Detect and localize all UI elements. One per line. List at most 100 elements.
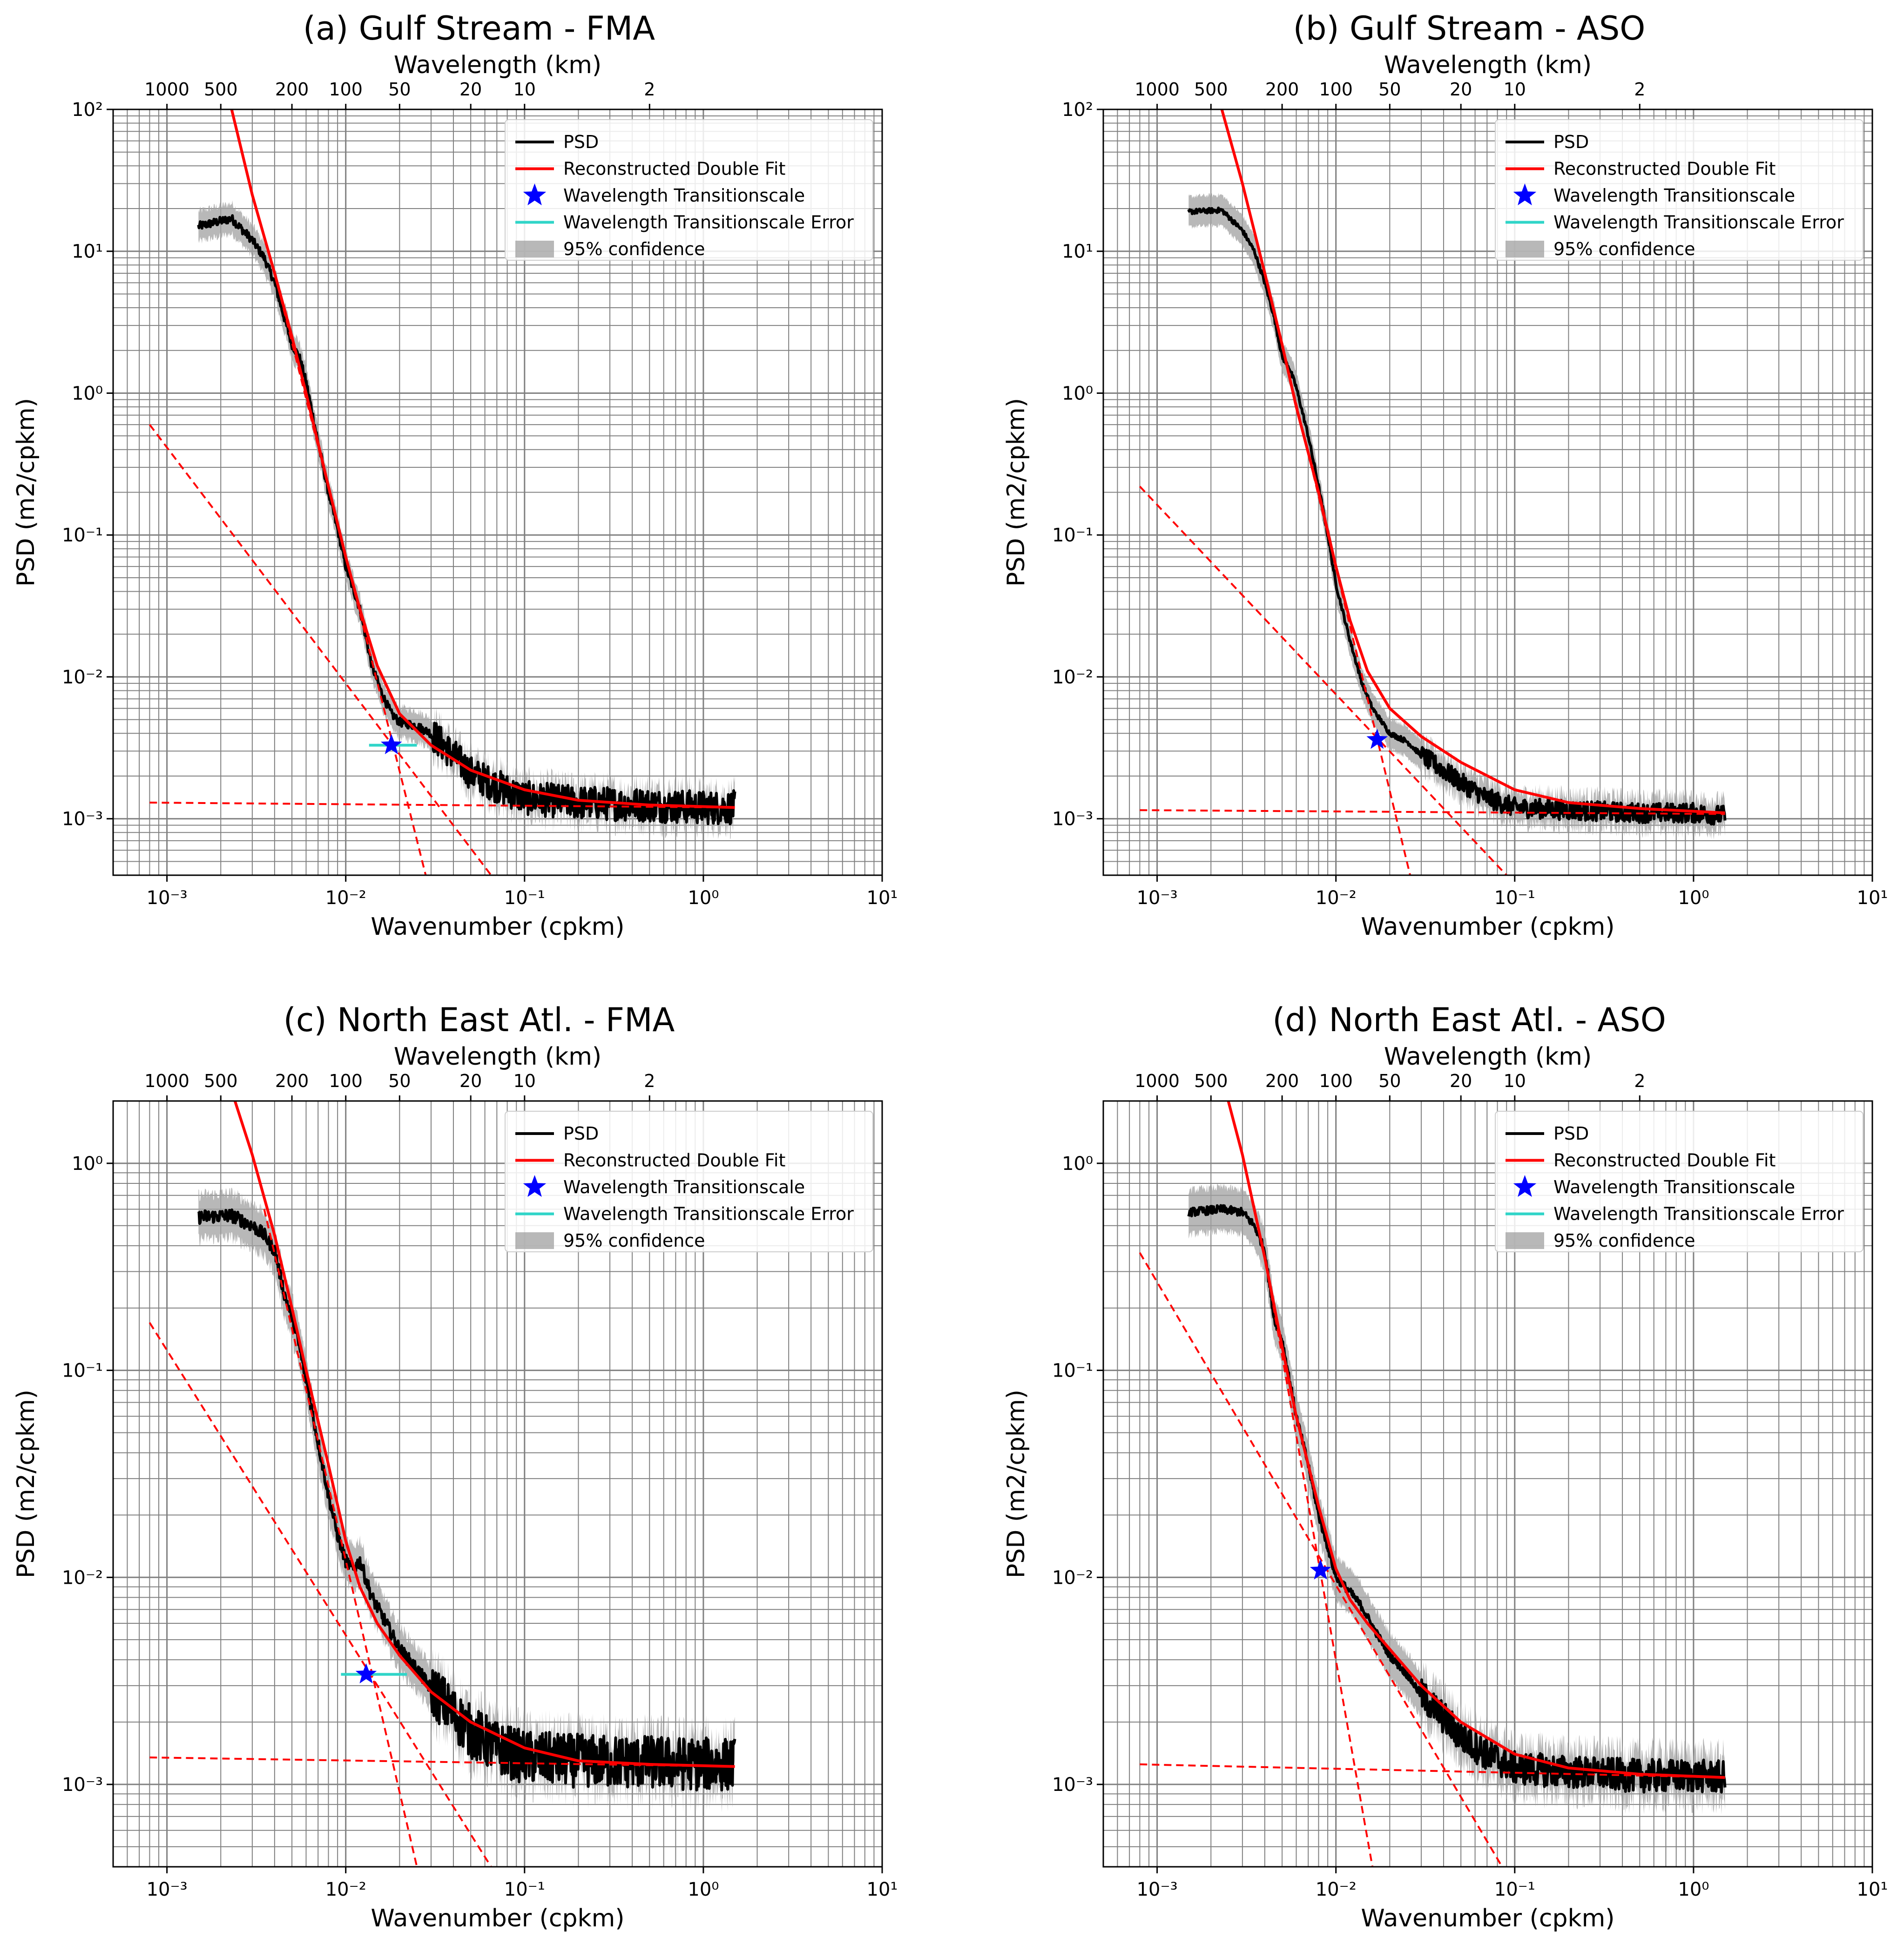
- axes-frame: [1102, 108, 1873, 876]
- fit-dashed-line: [1140, 809, 1725, 815]
- y-tick-label: 10⁻³: [62, 809, 103, 830]
- top-tick-label: 20: [1450, 79, 1472, 100]
- y-tick-label: 10⁻¹: [1052, 525, 1093, 546]
- transition-star: [380, 734, 402, 755]
- plot-area: [1139, 109, 1727, 875]
- fit-line: [233, 1101, 735, 1768]
- x-tick-label: 10⁻¹: [504, 1879, 545, 1900]
- fit-line: [230, 109, 735, 809]
- top-tick-label: 2: [1634, 79, 1645, 100]
- top-tick-label: 500: [204, 79, 238, 100]
- transition-star: [1366, 729, 1388, 749]
- top-tick-label: 1000: [1134, 79, 1180, 100]
- top-tick-label: 10: [1504, 79, 1526, 100]
- top-tick-label: 200: [275, 1071, 309, 1091]
- x-tick-label: 10⁻¹: [504, 887, 545, 909]
- top-tick-label: 10: [513, 1071, 536, 1091]
- top-tick-label: 1000: [144, 79, 189, 100]
- transition-star: [355, 1663, 377, 1684]
- top-tick-label: 10: [1504, 1071, 1526, 1091]
- legend-confidence-handle: [515, 1232, 554, 1249]
- top-tick-label: 200: [275, 79, 309, 100]
- fit-dashed-line: [1263, 1257, 1374, 1867]
- top-tick-label: 100: [1319, 79, 1353, 100]
- top-x-axis-label: Wavelength (km): [1384, 1043, 1592, 1071]
- x-tick-label: 10¹: [867, 1879, 898, 1900]
- legend-error-label: Wavelength Transitionscale Error: [563, 212, 854, 233]
- top-tick-label: 200: [1265, 79, 1299, 100]
- y-tick-label: 10⁰: [72, 383, 103, 404]
- top-tick-label: 2: [644, 79, 655, 100]
- x-tick-label: 10⁰: [688, 887, 719, 909]
- top-tick-label: 50: [1378, 79, 1401, 100]
- legend-psd-label: PSD: [1553, 132, 1589, 152]
- top-tick-label: 500: [1194, 1071, 1228, 1091]
- legend-psd-label: PSD: [1553, 1123, 1589, 1144]
- x-tick-label: 10⁰: [1678, 1879, 1709, 1900]
- legend-psd-label: PSD: [563, 132, 599, 152]
- x-tick-label: 10⁻³: [147, 887, 188, 909]
- legend-fit-label: Reconstructed Double Fit: [1553, 1150, 1776, 1171]
- y-axis-label: PSD (m2/cpkm): [12, 398, 40, 587]
- panel-c: 10⁻³ 10⁻² 10⁻¹ 10⁰ 10¹ 10⁰ 10⁻¹ 10⁻² 10⁻³ 1000 500…: [12, 1001, 898, 1932]
- y-tick-label: 10⁻²: [62, 1567, 103, 1588]
- y-tick-label: 10⁻¹: [1052, 1360, 1093, 1382]
- legend-star-icon: [1513, 1175, 1537, 1197]
- x-axis-label: Wavenumber (cpkm): [1361, 913, 1614, 941]
- fit-dashed-line: [149, 802, 735, 809]
- plot-area: [1139, 1101, 1727, 1867]
- legend-transition-label: Wavelength Transitionscale: [1553, 185, 1795, 206]
- axes-frame: [1102, 1100, 1873, 1868]
- panel-title: (b) Gulf Stream - ASO: [1293, 9, 1646, 47]
- psd-line: [197, 214, 736, 825]
- panel-a: 10⁻³ 10⁻² 10⁻¹ 10⁰ 10¹ 10² 10¹ 10⁰ 10⁻¹ 10⁻² 10⁻³ 1…: [12, 9, 898, 941]
- top-tick-label: 100: [1319, 1071, 1353, 1091]
- legend-star-icon: [1513, 183, 1537, 205]
- x-axis-label: Wavenumber (cpkm): [371, 1904, 624, 1932]
- legend-transition-label: Wavelength Transitionscale: [1553, 1177, 1795, 1197]
- fit-line: [1220, 109, 1725, 815]
- legend: PSD Reconstructed Double Fit Wavelength Tr…: [505, 1111, 873, 1252]
- top-tick-label: 500: [1194, 79, 1228, 100]
- x-tick-label: 10⁻²: [325, 1879, 366, 1900]
- x-tick-label: 10¹: [1857, 887, 1888, 909]
- confidence-band: [1188, 1183, 1725, 1815]
- legend-fit-label: Reconstructed Double Fit: [1553, 159, 1776, 179]
- top-x-axis-label: Wavelength (km): [394, 51, 601, 79]
- legend-error-label: Wavelength Transitionscale Error: [1553, 212, 1844, 233]
- top-tick-label: 200: [1265, 1071, 1299, 1091]
- x-tick-label: 10⁻²: [1316, 887, 1357, 909]
- x-axis-label: Wavenumber (cpkm): [1361, 1904, 1614, 1932]
- top-tick-label: 20: [1450, 1071, 1472, 1091]
- x-tick-label: 10⁻²: [1316, 1879, 1357, 1900]
- legend-box: [1495, 1111, 1863, 1252]
- top-tick-label: 1000: [144, 1071, 189, 1091]
- legend-box: [505, 119, 873, 261]
- fit-line: [1227, 1101, 1725, 1779]
- legend-confidence-label: 95% confidence: [563, 239, 705, 259]
- legend-error-label: Wavelength Transitionscale Error: [563, 1204, 854, 1224]
- top-x-axis-label: Wavelength (km): [394, 1043, 601, 1071]
- legend-box: [505, 1111, 873, 1252]
- panel-title: (c) North East Atl. - FMA: [284, 1001, 675, 1039]
- top-tick-label: 2: [644, 1071, 655, 1091]
- x-tick-label: 10⁻³: [147, 1879, 188, 1900]
- fit-dashed-line: [1140, 1763, 1725, 1779]
- top-tick-label: 1000: [1134, 1071, 1180, 1091]
- y-tick-label: 10¹: [72, 241, 103, 263]
- psd-line: [1187, 206, 1727, 826]
- axes-frame: [112, 108, 883, 876]
- fit-dashed-line: [263, 1209, 418, 1867]
- legend-fit-label: Reconstructed Double Fit: [563, 1150, 785, 1171]
- legend-transition-label: Wavelength Transitionscale: [563, 1177, 805, 1197]
- legend-error-label: Wavelength Transitionscale Error: [1553, 1204, 1844, 1224]
- y-tick-label: 10⁻³: [1052, 1774, 1093, 1796]
- x-tick-label: 10⁰: [688, 1879, 719, 1900]
- legend-psd-label: PSD: [563, 1123, 599, 1144]
- y-tick-label: 10⁻²: [1052, 667, 1093, 688]
- y-tick-label: 10⁻¹: [62, 1360, 103, 1382]
- legend-confidence-label: 95% confidence: [563, 1230, 705, 1251]
- legend-star-icon: [523, 1175, 547, 1197]
- plot-area: [149, 1101, 736, 1867]
